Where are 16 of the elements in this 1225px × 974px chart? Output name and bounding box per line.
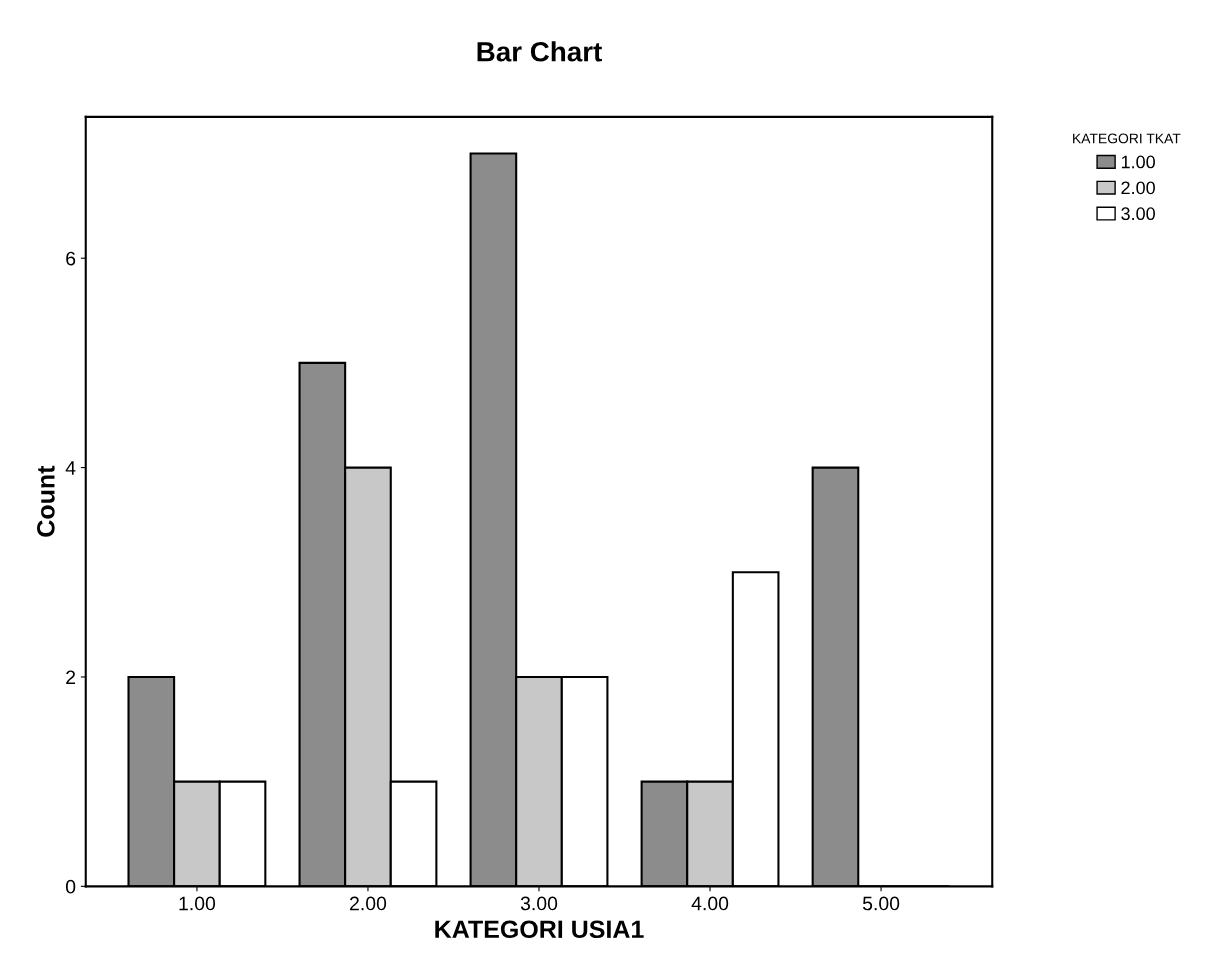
chart-title: Bar Chart	[477, 41, 602, 62]
x-tick-label: 5.00	[862, 896, 900, 911]
legend-label: 1.00	[1121, 155, 1155, 169]
x-tick-label: 1.00	[179, 896, 216, 911]
y-tick-label: 6	[66, 251, 76, 266]
x-tick-label: 4.00	[691, 896, 729, 911]
x-axis-title: KATEGORI USIA1	[435, 920, 644, 939]
y-tick-label: 4	[65, 461, 76, 475]
x-tick-label: 2.00	[350, 896, 387, 911]
y-tick-label: 0	[65, 879, 76, 894]
y-axis-title: Count	[37, 465, 55, 537]
y-tick-label: 2	[66, 670, 76, 685]
legend-title: KATEGORI TKAT	[1073, 133, 1181, 144]
legend-label: 3.00	[1121, 207, 1155, 221]
legend-label: 2.00	[1121, 181, 1155, 195]
x-tick-label: 3.00	[520, 896, 558, 911]
